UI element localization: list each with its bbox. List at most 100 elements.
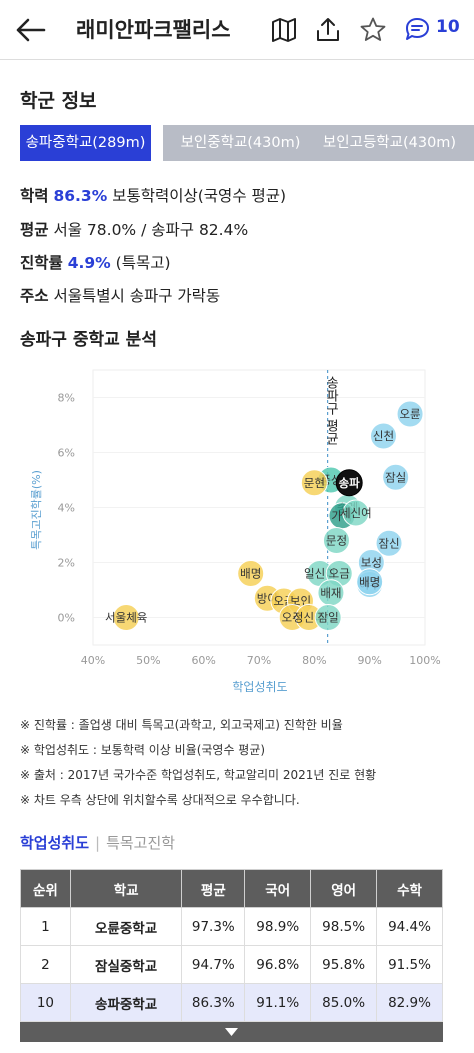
table-row[interactable]: 2 잠실중학교 94.7% 96.8% 95.8% 91.5% [20, 945, 443, 984]
reference-line-label: 송파구 평균 [323, 376, 338, 446]
advance-label: 진학률 [20, 254, 63, 272]
analysis-title: 송파구 중학교 분석 [20, 330, 157, 350]
ranking-tabs: 학업성취도 | 특목고진학 [20, 832, 175, 853]
x-tick-label: 70% [247, 654, 271, 667]
scatter-point[interactable]: 신천 [370, 422, 397, 450]
cell-school: 잠실중학교 [69, 945, 183, 984]
point-label: 문현 [304, 476, 325, 490]
cell-school: 송파중학교 [69, 983, 183, 1022]
star-icon[interactable] [359, 16, 387, 44]
cell-korean: 91.1% [244, 983, 312, 1022]
point-marker [370, 422, 397, 450]
point-label: 배명 [359, 575, 380, 589]
y-tick-label: 4% [58, 502, 75, 515]
cell-average: 94.7% [181, 945, 246, 984]
x-tick-label: 100% [409, 654, 440, 667]
point-label: 잠일 [318, 611, 339, 625]
scatter-point[interactable]: 잠일 [314, 604, 342, 631]
tab-songpa-middle[interactable]: 송파중학교(289m) [20, 125, 151, 161]
average-label: 평균 [20, 221, 49, 239]
address-line: 주소 서울특별시 송파구 가락동 [20, 284, 220, 306]
scatter-point[interactable]: 서울체육 [105, 604, 147, 631]
point-marker [237, 560, 265, 587]
point-label: 서울체육 [105, 611, 147, 625]
tab-special-high[interactable]: 특목고진학 [106, 834, 176, 852]
y-tick-label: 0% [58, 612, 75, 625]
chart-points: 오륜신천잠실잠신보성아주배명풍성문현송례가락세신여문정일신여오금배명방이오금보인… [105, 400, 424, 631]
point-label: 세신여 [340, 506, 372, 520]
cell-korean: 96.8% [244, 945, 312, 984]
col-korean: 국어 [244, 869, 312, 908]
table-row-highlighted[interactable]: 10 송파중학교 86.3% 91.1% 85.0% 82.9% [20, 983, 443, 1022]
point-label: 배재 [320, 586, 341, 600]
point-label: 문정 [326, 534, 347, 548]
note-1: ※ 진학률 : 졸업생 대비 특목고(과학고, 외고국제고) 진학한 비율 [20, 718, 343, 732]
chart-x-axis-label: 학업성취도 [232, 680, 287, 694]
scatter-point[interactable]: 배재 [317, 579, 345, 607]
table-row[interactable]: 1 오륜중학교 97.3% 98.9% 98.5% 94.4% [20, 907, 443, 946]
address-value: 서울특별시 송파구 가락동 [53, 287, 221, 305]
scatter-point[interactable]: 오륜 [396, 400, 424, 428]
col-math: 수학 [376, 869, 443, 908]
scatter-point[interactable]: 배명 [356, 568, 384, 596]
scatter-point[interactable]: 잠신 [375, 529, 403, 557]
back-arrow-icon[interactable] [14, 15, 48, 45]
achievement-desc: 보통학력이상(국영수 평균) [112, 187, 287, 205]
cell-school: 오륜중학교 [69, 907, 183, 946]
average-line: 평균 서울 78.0% / 송파구 82.4% [20, 218, 248, 240]
school-tabs: 송파중학교(289m) 보인중학교(430m) 보인고등학교(430m) [20, 125, 474, 161]
x-tick-label: 40% [81, 654, 105, 667]
advance-desc: (특목고) [115, 254, 171, 272]
tab-boin-high[interactable]: 보인고등학교(430m) [305, 125, 474, 161]
scatter-point[interactable]: 송파 [335, 469, 363, 497]
cell-rank: 2 [20, 945, 71, 984]
comment-icon[interactable] [403, 16, 431, 44]
point-marker [375, 529, 403, 557]
expand-table-button[interactable] [20, 1022, 443, 1042]
point-marker [382, 463, 410, 491]
scatter-point[interactable]: 배명 [237, 560, 265, 587]
y-tick-label: 8% [58, 392, 75, 405]
tab-boin-middle[interactable]: 보인중학교(430m) [163, 125, 318, 161]
achievement-value: 86.3% [53, 187, 108, 205]
point-label: 오륜 [399, 407, 420, 421]
point-label: 잠신 [378, 536, 399, 550]
scatter-point[interactable]: 문현 [300, 469, 328, 497]
cell-english: 85.0% [310, 983, 378, 1022]
col-school: 학교 [69, 869, 183, 908]
x-tick-label: 50% [136, 654, 160, 667]
map-icon[interactable] [270, 16, 298, 44]
chevron-down-icon [225, 1028, 238, 1036]
cell-english: 98.5% [310, 907, 378, 946]
share-icon[interactable] [314, 16, 342, 44]
achievement-label: 학력 [20, 187, 49, 205]
col-english: 영어 [310, 869, 378, 908]
ranking-table: 순위 학교 평균 국어 영어 수학 1 오륜중학교 97.3% 98.9% 98… [20, 869, 443, 1022]
col-average: 평균 [181, 869, 246, 908]
point-marker [314, 604, 342, 631]
cell-math: 82.9% [376, 983, 443, 1022]
school-info-title: 학군 정보 [20, 90, 97, 112]
cell-average: 97.3% [181, 907, 246, 946]
scatter-point[interactable]: 문정 [322, 527, 350, 554]
cell-english: 95.8% [310, 945, 378, 984]
scatter-chart: 40% 50% 60% 70% 80% 90% 100%0%2%4%6%8% 송파구 평균 … [30, 369, 441, 694]
top-bar: 래미안파크팰리스 10 [0, 0, 474, 60]
scatter-point[interactable]: 잠실 [382, 463, 410, 491]
tab-achievement[interactable]: 학업성취도 [20, 834, 90, 852]
advance-line: 진학률 4.9% (특목고) [20, 251, 171, 273]
y-tick-label: 6% [58, 447, 75, 460]
point-marker [396, 400, 424, 428]
cell-math: 94.4% [376, 907, 443, 946]
scatter-point[interactable]: 세신여 [340, 499, 372, 527]
point-label: 신천 [373, 429, 394, 443]
point-marker [322, 527, 350, 554]
note-3: ※ 출처 : 2017년 국가수준 학업성취도, 학교알리미 2021년 진로 … [20, 768, 377, 782]
comment-count[interactable]: 10 [436, 17, 460, 37]
achievement-line: 학력 86.3% 보통학력이상(국영수 평균) [20, 184, 286, 206]
point-label: 송파 [339, 476, 361, 490]
x-tick-label: 90% [357, 654, 381, 667]
cell-rank: 10 [20, 983, 71, 1022]
x-tick-label: 60% [191, 654, 215, 667]
tab-divider: | [95, 834, 101, 852]
